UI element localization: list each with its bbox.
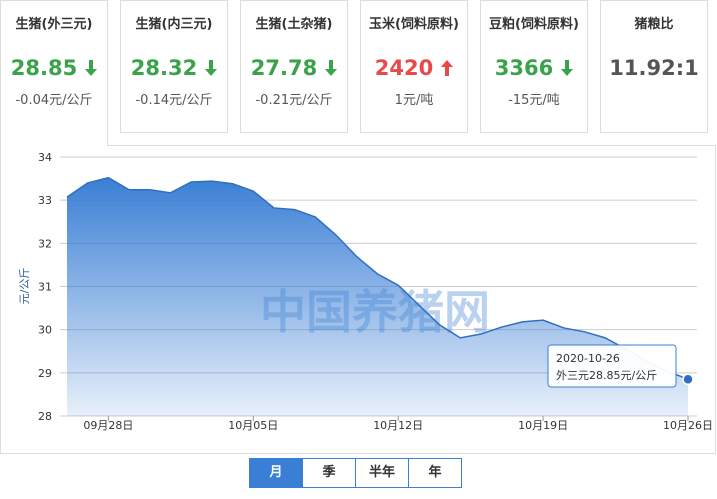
card-price: 28.32 [121,56,227,81]
price-card[interactable]: 生猪(土杂猪) 27.78 -0.21元/公斤 [240,0,348,133]
price-value: 11.92:1 [609,56,699,80]
price-value: 27.78 [250,56,318,80]
card-change: -15元/吨 [508,93,560,108]
trend-arrow [85,57,98,81]
chart-panel [0,145,716,454]
price-card[interactable]: 豆粕(饲料原料) 3366 -15元/吨 [480,0,588,133]
card-price: 3366 [481,56,587,81]
period-tab[interactable]: 年 [408,458,462,488]
card-change: -0.14元/公斤 [135,93,213,108]
trend-arrow [441,57,454,81]
price-card[interactable]: 生猪(内三元) 28.32 -0.14元/公斤 [120,0,228,133]
card-name: 生猪(内三元) [135,17,213,32]
trend-arrow [325,57,338,81]
period-tab[interactable]: 季 [302,458,356,488]
card-change: 1元/吨 [394,93,434,108]
price-card[interactable]: 生猪(外三元) 28.85 -0.04元/公斤 [0,0,108,146]
card-change: -0.04元/公斤 [15,93,93,108]
period-tabs: 月季半年年 [249,458,462,488]
card-price: 11.92:1 [601,56,707,80]
card-name: 玉米(饲料原料) [369,17,459,32]
price-card[interactable]: 猪粮比 11.92:1 [600,0,708,133]
price-value: 2420 [374,56,434,80]
price-value: 28.32 [130,56,198,80]
card-name: 猪粮比 [634,17,674,32]
period-tab[interactable]: 月 [249,458,303,488]
trend-arrow [561,57,574,81]
card-change: -0.21元/公斤 [255,93,333,108]
card-price: 27.78 [241,56,347,81]
card-name: 生猪(外三元) [15,17,93,32]
price-value: 3366 [494,56,554,80]
price-card[interactable]: 玉米(饲料原料) 2420 1元/吨 [360,0,468,133]
card-price: 28.85 [1,56,107,81]
trend-arrow [205,57,218,81]
period-tab[interactable]: 半年 [355,458,409,488]
card-price: 2420 [361,56,467,81]
card-name: 生猪(土杂猪) [255,17,333,32]
price-value: 28.85 [10,56,78,80]
card-name: 豆粕(饲料原料) [489,17,579,32]
